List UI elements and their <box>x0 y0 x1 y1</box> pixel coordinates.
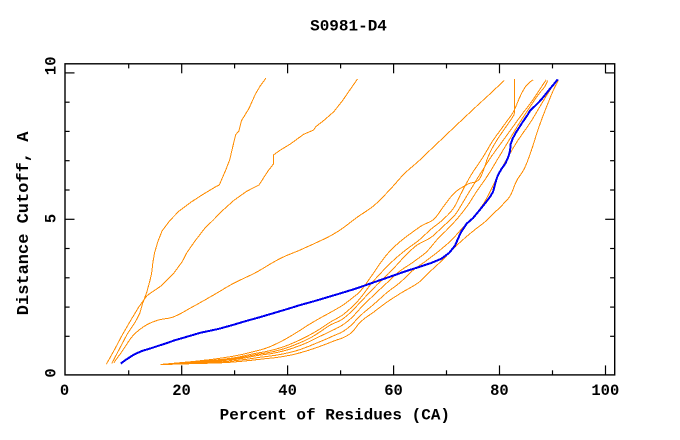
svg-text:Distance Cutoff, A: Distance Cutoff, A <box>15 131 34 315</box>
svg-text:0: 0 <box>60 382 69 400</box>
svg-text:10: 10 <box>43 56 61 75</box>
svg-text:40: 40 <box>278 382 297 400</box>
svg-text:60: 60 <box>384 382 403 400</box>
svg-text:0: 0 <box>43 368 61 377</box>
svg-text:S0981-D4: S0981-D4 <box>310 17 387 35</box>
svg-text:5: 5 <box>43 214 61 223</box>
svg-text:100: 100 <box>591 382 619 400</box>
svg-text:Percent of Residues (CA): Percent of Residues (CA) <box>220 407 450 425</box>
svg-text:80: 80 <box>490 382 509 400</box>
svg-text:20: 20 <box>172 382 191 400</box>
